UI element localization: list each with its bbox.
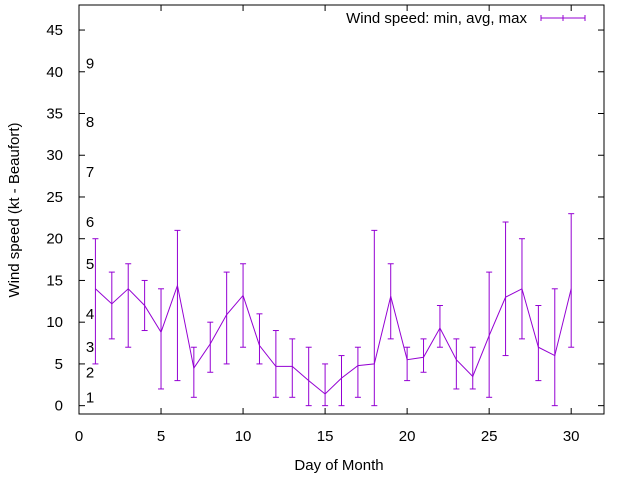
y-tick-label: 30 [46,147,63,164]
avg-line [95,283,572,395]
x-tick-label: 15 [317,428,334,445]
y-tick-label: 45 [46,22,63,39]
avg-series-line [95,283,572,395]
x-tick-label: 30 [563,428,580,445]
plot-frame [78,4,605,415]
beaufort-label: 7 [86,164,94,181]
y-tick-label: 20 [46,231,63,248]
y-tick-label: 10 [46,314,63,331]
x-axis-ticks: 0 5 10 15 20 25 30 [75,5,580,445]
beaufort-labels: 1 2 3 4 5 6 7 8 9 [86,55,94,406]
beaufort-label: 3 [86,339,94,356]
y-axis-label: Wind speed (kt - Beaufort) [6,122,23,297]
x-tick-label: 25 [481,428,498,445]
beaufort-label: 6 [86,214,94,231]
x-axis-label: Day of Month [294,457,383,474]
plot-border [78,4,605,415]
beaufort-label: 5 [86,256,94,273]
beaufort-label: 4 [86,306,94,323]
y-tick-label: 5 [55,356,63,373]
y-tick-label: 25 [46,189,63,206]
error-bars [92,213,575,407]
beaufort-label: 2 [86,364,94,381]
y-tick-label: 35 [46,106,63,123]
x-tick-label: 5 [157,428,165,445]
y-tick-label: 40 [46,64,63,81]
x-tick-label: 20 [399,428,416,445]
legend-sample [540,15,586,21]
legend-label: Wind speed: min, avg, max [346,10,527,27]
y-tick-label: 15 [46,272,63,289]
beaufort-label: 9 [86,55,94,72]
y-tick-label: 0 [55,398,63,415]
x-tick-label: 10 [235,428,252,445]
beaufort-label: 8 [86,114,94,131]
legend: Wind speed: min, avg, max [346,10,586,27]
x-tick-label: 0 [75,428,83,445]
beaufort-label: 1 [86,389,94,406]
